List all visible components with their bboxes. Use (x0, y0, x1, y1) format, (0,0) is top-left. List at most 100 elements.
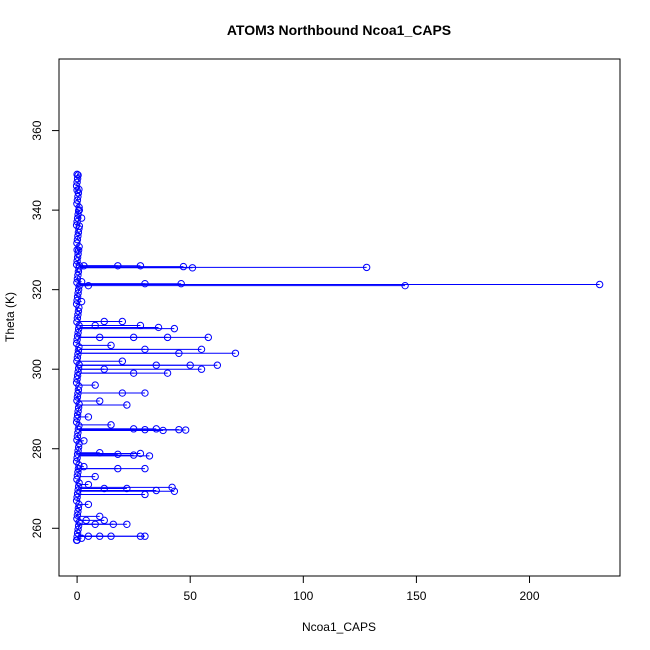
data-point (84, 500, 93, 509)
dense-band-point (74, 350, 82, 358)
data-point (152, 486, 160, 495)
dense-band-point (74, 447, 82, 455)
dense-band-point (73, 257, 81, 265)
dense-band-point (73, 393, 82, 401)
data-point (141, 279, 149, 288)
data-point (129, 425, 138, 433)
data-point (175, 349, 183, 357)
data-point (100, 365, 108, 373)
dense-band-point (74, 328, 82, 337)
data-point (141, 464, 149, 473)
data-point (145, 452, 154, 460)
y-axis-label: Theta (K) (3, 292, 17, 342)
dense-band-point (74, 525, 82, 534)
data-point (123, 484, 131, 493)
data-point (91, 321, 99, 330)
data-point (401, 281, 409, 290)
data-point (96, 397, 104, 405)
dense-band-point (74, 468, 82, 476)
dense-band-point (73, 411, 82, 419)
data-point (91, 381, 99, 389)
data-point (129, 451, 138, 459)
dense-band-point (74, 368, 82, 376)
dense-band-point (73, 454, 81, 462)
dense-band-point (75, 422, 83, 430)
data-point (77, 278, 86, 286)
data-point (118, 317, 127, 326)
dense-band-point (73, 336, 81, 344)
dense-band-point (73, 332, 82, 340)
data-point (100, 516, 108, 525)
x-tick-label-4: 200 (520, 589, 540, 603)
dense-band-point (74, 346, 83, 355)
dense-band-point (73, 296, 81, 305)
dense-band-point (72, 497, 81, 505)
data-point (231, 349, 240, 357)
data-point (136, 532, 145, 540)
x-tick-label-2: 100 (293, 589, 313, 603)
data-point (73, 170, 81, 179)
data-point (75, 222, 84, 230)
x-tick-label-0: 0 (74, 589, 81, 603)
dense-band-point (74, 250, 82, 258)
dense-band-point (74, 286, 83, 294)
data-point (77, 214, 86, 222)
dense-band-point (74, 407, 82, 416)
dense-band-point (72, 418, 81, 426)
dense-band-point (75, 382, 83, 390)
dense-band-point (73, 371, 82, 380)
dense-band-point (73, 253, 82, 262)
dense-band-point (73, 354, 82, 362)
dense-band-point (73, 515, 81, 523)
dense-band-point (74, 364, 83, 373)
dense-band-point (73, 314, 82, 322)
data-point (362, 263, 371, 272)
data-point (80, 437, 88, 445)
dense-band-point (73, 432, 82, 441)
dense-band-point (74, 404, 83, 412)
data-point (141, 490, 149, 499)
y-tick-label-2: 300 (30, 359, 44, 379)
data-point (154, 323, 163, 332)
data-point (96, 333, 104, 342)
dense-band-point (73, 375, 81, 383)
data-point (179, 262, 188, 271)
y-tick-label-5: 360 (30, 120, 44, 140)
data-point (84, 281, 93, 290)
data-point (129, 333, 138, 342)
data-point (170, 324, 179, 333)
data-point (141, 389, 149, 397)
data-point (109, 520, 117, 528)
data-point (77, 534, 86, 542)
data-point (84, 480, 93, 489)
dense-band-point (73, 472, 82, 480)
dense-band-point (75, 518, 83, 526)
dense-band-point (74, 289, 82, 297)
dense-band-point (72, 182, 81, 190)
data-point (163, 369, 172, 377)
data-point (114, 464, 122, 473)
dense-band-point (73, 218, 81, 226)
data-point (159, 426, 167, 435)
dense-band-point (73, 200, 81, 208)
data-point (84, 413, 93, 421)
dense-band-point (74, 271, 82, 279)
data-point (123, 401, 131, 409)
plot-frame (58, 58, 621, 577)
data-point (152, 425, 160, 433)
x-axis-label: Ncoa1_CAPS (302, 620, 376, 634)
series-lines (77, 173, 600, 541)
dense-band-point (74, 307, 83, 315)
data-point (141, 345, 149, 354)
dense-band-point (74, 311, 82, 319)
data-point (96, 512, 104, 521)
data-point (163, 333, 172, 342)
dense-band-point (74, 207, 83, 215)
data-point (107, 341, 115, 350)
dense-band-point (73, 529, 82, 537)
dense-band-point (74, 522, 83, 530)
data-point (91, 520, 99, 528)
data-point (118, 357, 127, 365)
dense-band-point (72, 379, 81, 387)
